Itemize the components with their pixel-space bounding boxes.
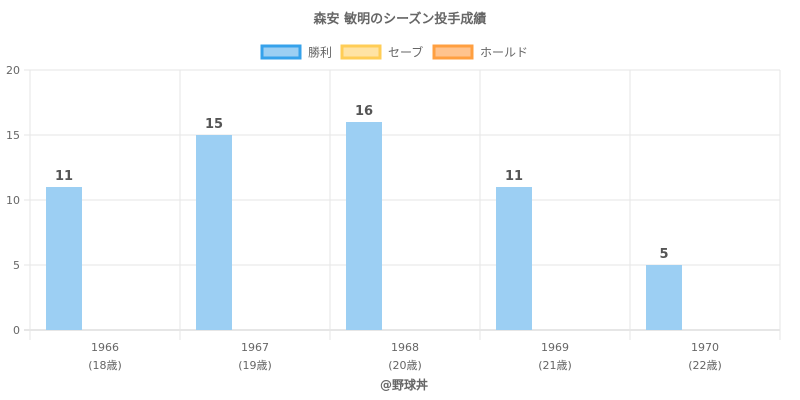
bar-勝利-1966 <box>46 187 82 330</box>
legend-label: 勝利 <box>308 45 332 60</box>
x-axis: 1966 (18歳) 1967 (19歳) 1968 (20歳) 1969 (21歳) 1970… <box>88 341 722 372</box>
data-label: 11 <box>55 169 73 184</box>
x-tick-year: 1969 <box>541 341 569 354</box>
legend-item-3: ホールド <box>432 44 528 60</box>
x-tick-year: 1970 <box>691 341 719 354</box>
x-tick-age: (22歳) <box>688 359 722 372</box>
bar-勝利-1969 <box>496 187 532 330</box>
y-tick-label: 20 <box>6 64 20 77</box>
legend: 勝利 セーブ ホールド <box>260 44 528 60</box>
legend-label: ホールド <box>480 46 528 60</box>
bar-勝利-1970 <box>646 265 682 330</box>
bars <box>46 122 682 330</box>
data-label: 5 <box>659 247 668 262</box>
bar-勝利-1967 <box>196 135 232 330</box>
legend-swatch <box>260 44 302 60</box>
x-tick-year: 1967 <box>241 341 269 354</box>
legend-item-2: セーブ <box>340 44 423 60</box>
x-tick-age: (21歳) <box>538 359 572 372</box>
grid <box>24 69 781 340</box>
data-label: 11 <box>505 169 523 184</box>
legend-label: セーブ <box>388 45 423 60</box>
data-labels: 11 15 16 11 5 <box>55 104 669 262</box>
y-tick-label: 15 <box>6 129 20 142</box>
credit-text: @野球丼 <box>380 377 428 392</box>
y-axis: 0 5 10 15 20 <box>6 64 20 337</box>
data-label: 16 <box>355 104 373 119</box>
x-tick-year: 1966 <box>91 341 119 354</box>
legend-swatch <box>340 44 382 60</box>
y-tick-label: 0 <box>13 324 20 337</box>
y-tick-label: 10 <box>6 194 20 207</box>
legend-swatch <box>432 44 474 60</box>
data-label: 15 <box>205 117 223 132</box>
bar-勝利-1968 <box>346 122 382 330</box>
legend-item-1: 勝利 <box>260 44 332 60</box>
y-tick-label: 5 <box>13 259 20 272</box>
x-tick-year: 1968 <box>391 341 419 354</box>
x-tick-age: (18歳) <box>88 359 122 372</box>
x-tick-age: (20歳) <box>388 359 422 372</box>
chart-title: 森安 敏明のシーズン投手成績 <box>314 11 487 27</box>
x-tick-age: (19歳) <box>238 359 272 372</box>
